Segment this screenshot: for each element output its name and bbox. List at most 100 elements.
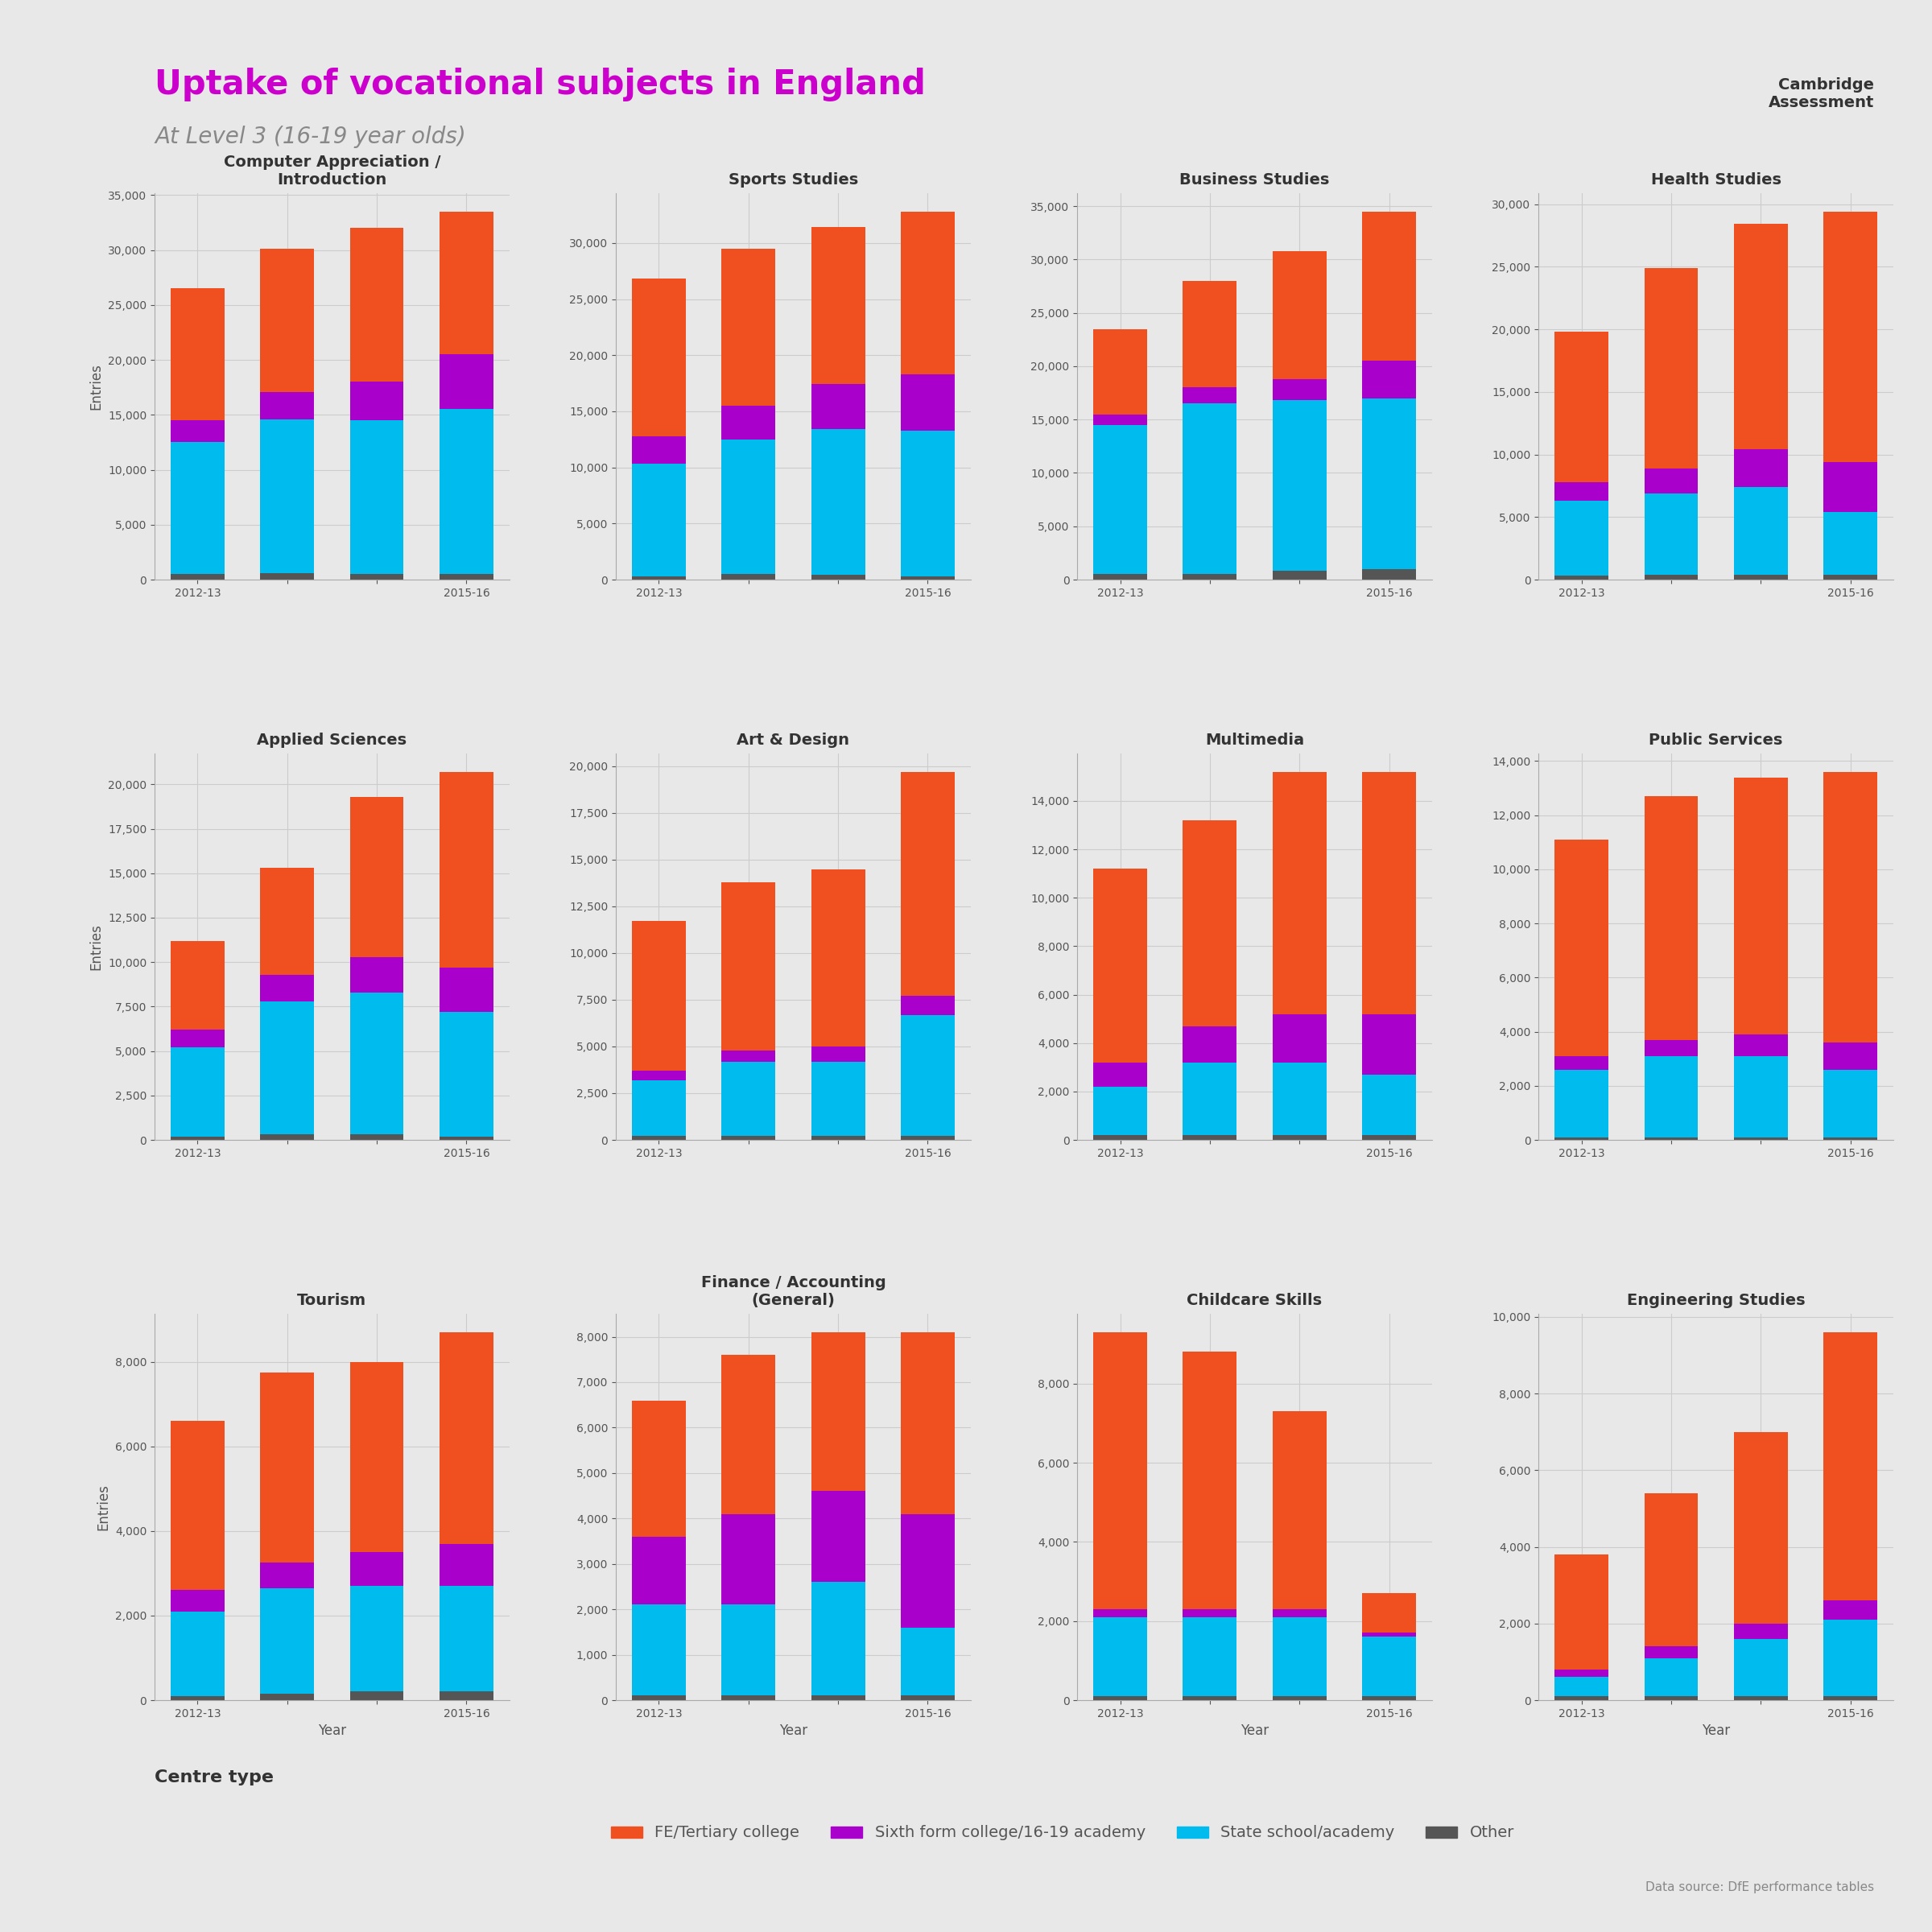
Bar <box>1824 1600 1878 1619</box>
Bar <box>632 1080 686 1136</box>
Bar <box>439 773 493 968</box>
Bar <box>811 1047 866 1061</box>
Bar <box>170 1696 224 1700</box>
Bar <box>261 249 315 392</box>
Bar <box>170 1590 224 1611</box>
Bar <box>1824 1333 1878 1600</box>
Bar <box>1733 450 1787 487</box>
Title: Sports Studies: Sports Studies <box>728 172 858 187</box>
Title: Childcare Skills: Childcare Skills <box>1186 1293 1321 1308</box>
Bar <box>1182 1609 1236 1617</box>
Bar <box>1094 413 1148 425</box>
Bar <box>1733 487 1787 574</box>
Bar <box>1733 1034 1787 1057</box>
Bar <box>1824 213 1878 462</box>
Bar <box>900 375 954 431</box>
X-axis label: Year: Year <box>319 1723 346 1739</box>
Bar <box>811 384 866 429</box>
Bar <box>1273 400 1325 572</box>
Bar <box>1644 1658 1698 1696</box>
Bar <box>723 1136 775 1140</box>
Title: Business Studies: Business Studies <box>1180 172 1329 187</box>
Bar <box>170 1611 224 1696</box>
Bar <box>439 1333 493 1544</box>
Title: Applied Sciences: Applied Sciences <box>257 732 408 748</box>
Bar <box>632 1536 686 1605</box>
Bar <box>811 1061 866 1136</box>
Bar <box>723 574 775 580</box>
Bar <box>1094 425 1148 574</box>
Bar <box>1362 398 1416 568</box>
Bar <box>900 213 954 375</box>
Bar <box>1094 869 1148 1063</box>
Bar <box>1273 1014 1325 1063</box>
Bar <box>261 419 315 574</box>
Bar <box>261 1563 315 1588</box>
Bar <box>900 576 954 580</box>
Bar <box>350 1586 404 1692</box>
Bar <box>1182 404 1236 574</box>
X-axis label: Year: Year <box>779 1723 808 1739</box>
Bar <box>350 1551 404 1586</box>
Bar <box>1182 1352 1236 1609</box>
Title: Engineering Studies: Engineering Studies <box>1627 1293 1804 1308</box>
Bar <box>811 1136 866 1140</box>
Bar <box>170 1136 224 1140</box>
Bar <box>632 1605 686 1696</box>
Bar <box>1555 1677 1609 1696</box>
Bar <box>632 576 686 580</box>
Bar <box>632 278 686 437</box>
Bar <box>1182 1696 1236 1700</box>
Bar <box>261 1588 315 1694</box>
Bar <box>439 213 493 354</box>
Bar <box>1362 1074 1416 1134</box>
Bar <box>1644 493 1698 574</box>
Bar <box>1555 1070 1609 1138</box>
Bar <box>439 574 493 580</box>
Bar <box>1644 1057 1698 1138</box>
Bar <box>1824 1043 1878 1070</box>
Text: Uptake of vocational subjects in England: Uptake of vocational subjects in England <box>155 68 925 100</box>
Bar <box>170 288 224 421</box>
Bar <box>723 1354 775 1515</box>
Bar <box>1182 821 1236 1026</box>
Bar <box>900 773 954 997</box>
Bar <box>1555 1555 1609 1669</box>
Bar <box>1644 1138 1698 1140</box>
Bar <box>439 1136 493 1140</box>
Bar <box>1182 280 1236 388</box>
Bar <box>1273 379 1325 400</box>
Bar <box>811 1333 866 1492</box>
Bar <box>1824 1696 1878 1700</box>
Bar <box>439 1544 493 1586</box>
Bar <box>1733 1623 1787 1638</box>
Bar <box>811 869 866 1047</box>
Bar <box>170 1030 224 1047</box>
Bar <box>439 1692 493 1700</box>
Title: Tourism: Tourism <box>298 1293 367 1308</box>
Bar <box>261 1001 315 1134</box>
Bar <box>723 1061 775 1136</box>
Text: Centre type: Centre type <box>155 1770 274 1785</box>
Bar <box>723 1515 775 1605</box>
Bar <box>900 1014 954 1136</box>
Bar <box>439 968 493 1012</box>
Bar <box>1733 1432 1787 1623</box>
Title: Art & Design: Art & Design <box>736 732 850 748</box>
Bar <box>1182 1134 1236 1140</box>
Text: Data source: DfE performance tables: Data source: DfE performance tables <box>1646 1882 1874 1893</box>
Bar <box>1094 1134 1148 1140</box>
Bar <box>1094 1333 1148 1609</box>
Bar <box>1182 388 1236 404</box>
Bar <box>1182 574 1236 580</box>
Title: Finance / Accounting
(General): Finance / Accounting (General) <box>701 1275 885 1308</box>
Bar <box>723 249 775 406</box>
Bar <box>1273 1617 1325 1696</box>
Bar <box>1362 213 1416 361</box>
Bar <box>1362 1014 1416 1074</box>
Title: Computer Appreciation /
Introduction: Computer Appreciation / Introduction <box>224 155 440 187</box>
Bar <box>1182 1063 1236 1134</box>
Bar <box>1094 1609 1148 1617</box>
Bar <box>439 410 493 574</box>
Bar <box>900 997 954 1014</box>
